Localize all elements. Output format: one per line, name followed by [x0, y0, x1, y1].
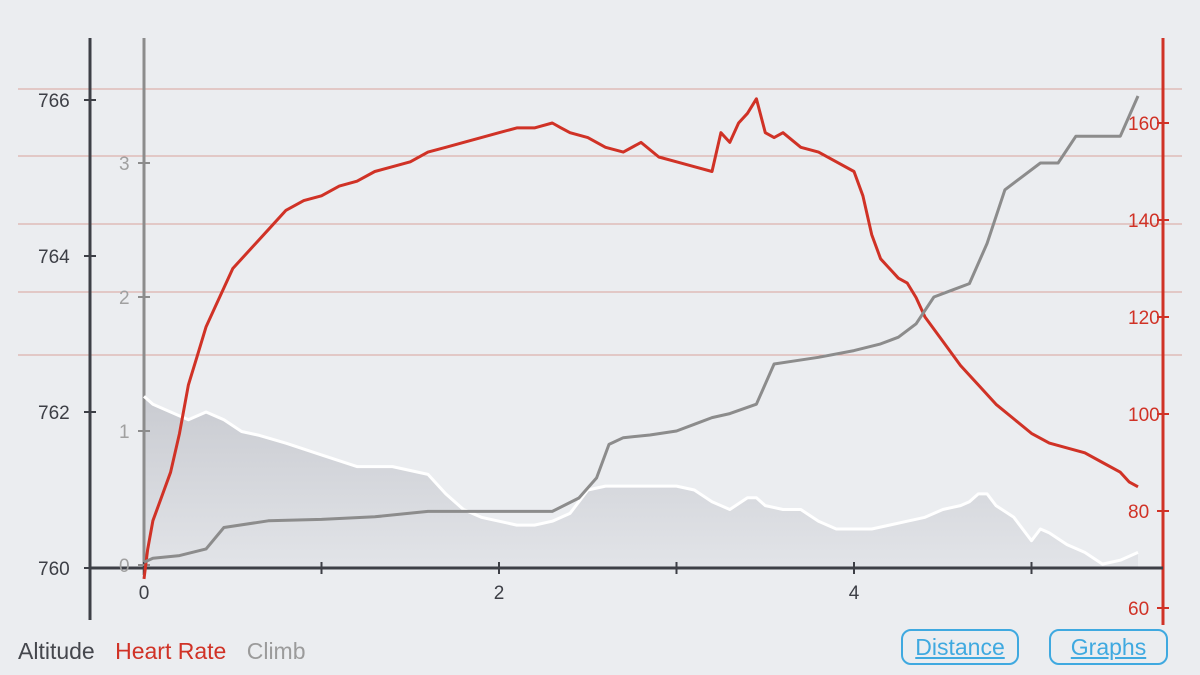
climb-tick-label: 2: [119, 288, 130, 309]
axes: [84, 38, 1169, 625]
heart-rate-tick-label: 140: [1128, 211, 1160, 232]
climb-tick-label: 1: [119, 422, 130, 443]
climb-tick-label: 0: [119, 556, 130, 577]
altitude-tick-label: 766: [38, 91, 70, 112]
heart-rate-line: [142, 97, 1139, 580]
altitude-tick-label: 760: [38, 559, 70, 580]
legend: Altitude Heart Rate Climb: [18, 638, 320, 665]
tick-labels: 0 2 4 760 762 764 766 0 1 2 3 60 80 100 120 140 160: [38, 91, 1160, 620]
heart-rate-tick-label: 120: [1128, 308, 1160, 329]
legend-heart-rate: Heart Rate: [115, 638, 227, 664]
x-tick-label: 2: [494, 583, 505, 604]
heart-rate-tick-label: 160: [1128, 114, 1160, 135]
altitude-area-layer: [144, 396, 1138, 568]
heart-rate-tick-label: 100: [1128, 405, 1160, 426]
heart-rate-tick-label: 60: [1128, 599, 1149, 620]
altitude-tick-label: 764: [38, 247, 70, 268]
series-lines: [142, 95, 1140, 580]
grid-lines: [18, 88, 1182, 356]
legend-climb: Climb: [246, 638, 306, 664]
climb-tick-label: 3: [119, 154, 130, 175]
altitude-tick-label: 762: [38, 403, 70, 424]
altitude-area: [144, 396, 1138, 568]
graphs-button[interactable]: Graphs: [1049, 629, 1168, 665]
x-tick-label: 0: [139, 583, 150, 604]
legend-altitude: Altitude: [18, 638, 95, 664]
distance-button[interactable]: Distance: [901, 629, 1019, 665]
altitude-line: [143, 395, 1139, 566]
x-tick-label: 4: [849, 583, 860, 604]
heart-rate-tick-label: 80: [1128, 502, 1149, 523]
climb-line: [143, 95, 1140, 564]
